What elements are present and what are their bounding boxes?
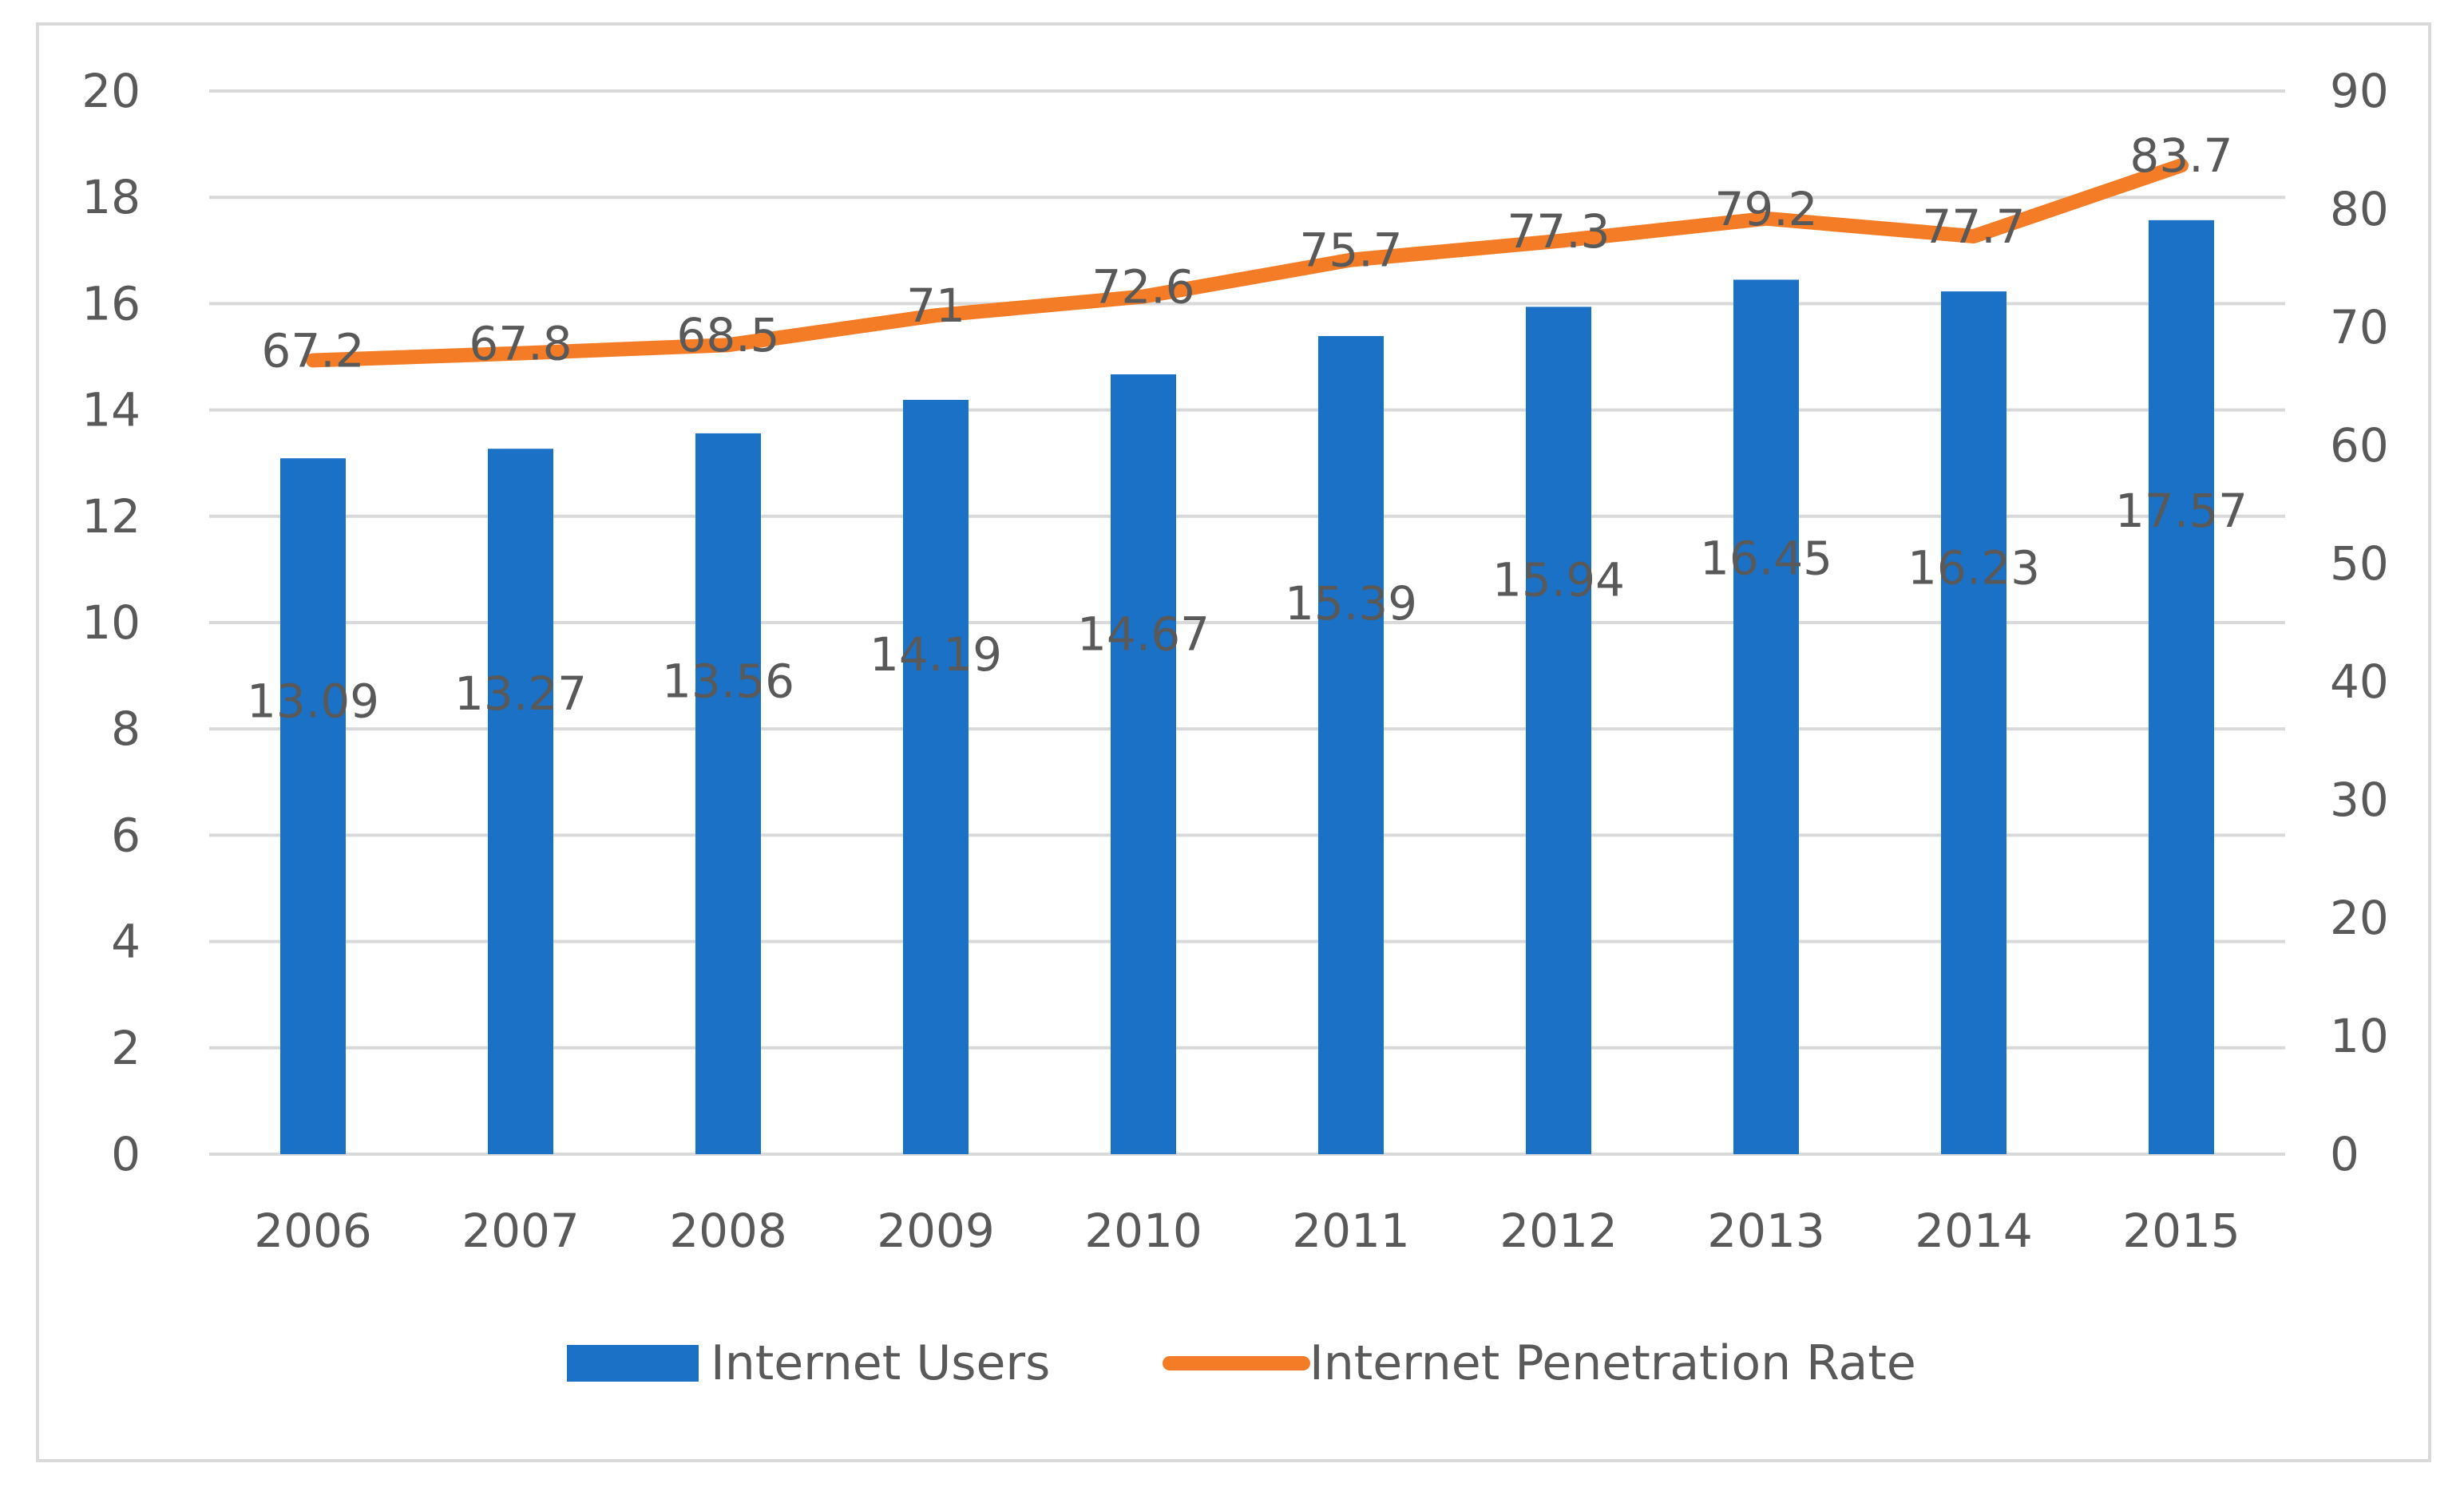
y-right-tick-label: 50 [2330, 536, 2389, 591]
bar-data-label: 15.39 [1285, 576, 1417, 631]
bar-internet-users [1941, 291, 2006, 1154]
y-left-tick-label: 0 [111, 1127, 141, 1181]
y-right-tick-label: 70 [2330, 300, 2389, 354]
x-tick-label: 2006 [254, 1204, 372, 1258]
x-tick-label: 2013 [1707, 1204, 1825, 1258]
chart-border [36, 22, 2431, 1462]
y-axis-right: 0 10 20 30 40 50 60 70 80 90 [2330, 64, 2389, 1181]
x-axis: 2006 2007 2008 2009 2010 2011 2012 2013 2014 2015 [254, 1204, 2240, 1258]
bar-internet-users [903, 399, 969, 1154]
bar-data-label: 13.09 [247, 674, 379, 729]
y-left-tick-label: 2 [111, 1021, 141, 1075]
y-right-tick-label: 90 [2330, 64, 2389, 118]
legend: Internet Users Internet Penetration Rate [567, 1335, 1916, 1391]
y-right-tick-label: 30 [2330, 773, 2389, 827]
x-tick-label: 2011 [1292, 1204, 1410, 1258]
y-left-tick-label: 10 [81, 595, 141, 650]
bar-data-label: 15.94 [1492, 553, 1625, 607]
y-right-tick-label: 60 [2330, 418, 2389, 473]
y-left-tick-label: 16 [81, 276, 141, 330]
bar-data-label: 16.45 [1700, 532, 1832, 586]
y-left-tick-label: 4 [111, 915, 141, 969]
y-right-tick-label: 10 [2330, 1009, 2389, 1063]
bar-internet-users [1526, 307, 1591, 1154]
line-data-labels: 67.2 67.8 68.5 71 72.6 75.7 77.3 79.2 77.7 83.7 [261, 129, 2232, 378]
bar-data-label: 17.57 [2115, 484, 2248, 538]
gridlines [209, 89, 2285, 1156]
y-right-tick-label: 0 [2330, 1127, 2359, 1181]
bar-internet-users [488, 449, 553, 1154]
y-right-tick-label: 20 [2330, 891, 2389, 945]
line-data-label: 68.5 [676, 308, 779, 362]
bar-data-label: 14.67 [1077, 607, 1210, 661]
bar-internet-users [695, 433, 761, 1154]
line-data-label: 71 [906, 279, 965, 333]
bar-internet-users [280, 458, 346, 1154]
legend-label-internet-users: Internet Users [711, 1335, 1050, 1391]
x-tick-label: 2007 [462, 1204, 580, 1258]
bar-series-internet-users [280, 219, 2214, 1155]
bar-data-label: 13.27 [454, 666, 587, 721]
line-data-label: 77.7 [1922, 200, 2025, 254]
line-data-label: 72.6 [1091, 260, 1194, 314]
bar-data-label: 16.23 [1907, 540, 2040, 595]
y-axis-left: 0 2 4 6 8 10 12 14 16 18 20 [81, 64, 141, 1181]
x-tick-label: 2015 [2122, 1204, 2240, 1258]
y-left-tick-label: 8 [111, 702, 141, 756]
line-data-label: 75.7 [1299, 223, 1402, 278]
y-right-tick-label: 40 [2330, 655, 2389, 709]
y-left-tick-label: 14 [81, 383, 141, 437]
x-tick-label: 2014 [1915, 1204, 2033, 1258]
bar-internet-users [1733, 279, 1799, 1155]
y-right-tick-label: 80 [2330, 182, 2389, 236]
x-tick-label: 2012 [1499, 1204, 1618, 1258]
y-left-tick-label: 18 [81, 170, 141, 224]
line-data-label: 77.3 [1507, 204, 1610, 259]
line-data-label: 83.7 [2129, 129, 2232, 183]
line-data-label: 79.2 [1714, 182, 1817, 236]
y-left-tick-label: 20 [81, 64, 141, 118]
bar-internet-users [2149, 219, 2214, 1154]
line-series-internet-penetration-rate [306, 158, 2189, 368]
x-tick-label: 2009 [877, 1204, 995, 1258]
legend-label-internet-penetration-rate: Internet Penetration Rate [1309, 1335, 1916, 1391]
line-data-label: 67.2 [261, 323, 364, 378]
y-left-tick-label: 6 [111, 808, 141, 862]
bar-data-label: 13.56 [662, 655, 794, 709]
line-internet-penetration-rate [306, 158, 2189, 368]
line-data-label: 67.8 [469, 317, 572, 371]
x-tick-label: 2010 [1084, 1204, 1202, 1258]
x-tick-label: 2008 [669, 1204, 787, 1258]
y-left-tick-label: 12 [81, 489, 141, 544]
legend-swatch-internet-users [567, 1345, 699, 1382]
bar-data-labels: 13.09 13.27 13.56 14.19 14.67 15.39 15.94 16.45… [247, 484, 2248, 729]
bar-data-label: 14.19 [870, 627, 1002, 682]
bar-internet-users [1318, 336, 1384, 1154]
bar-internet-users [1111, 374, 1176, 1154]
